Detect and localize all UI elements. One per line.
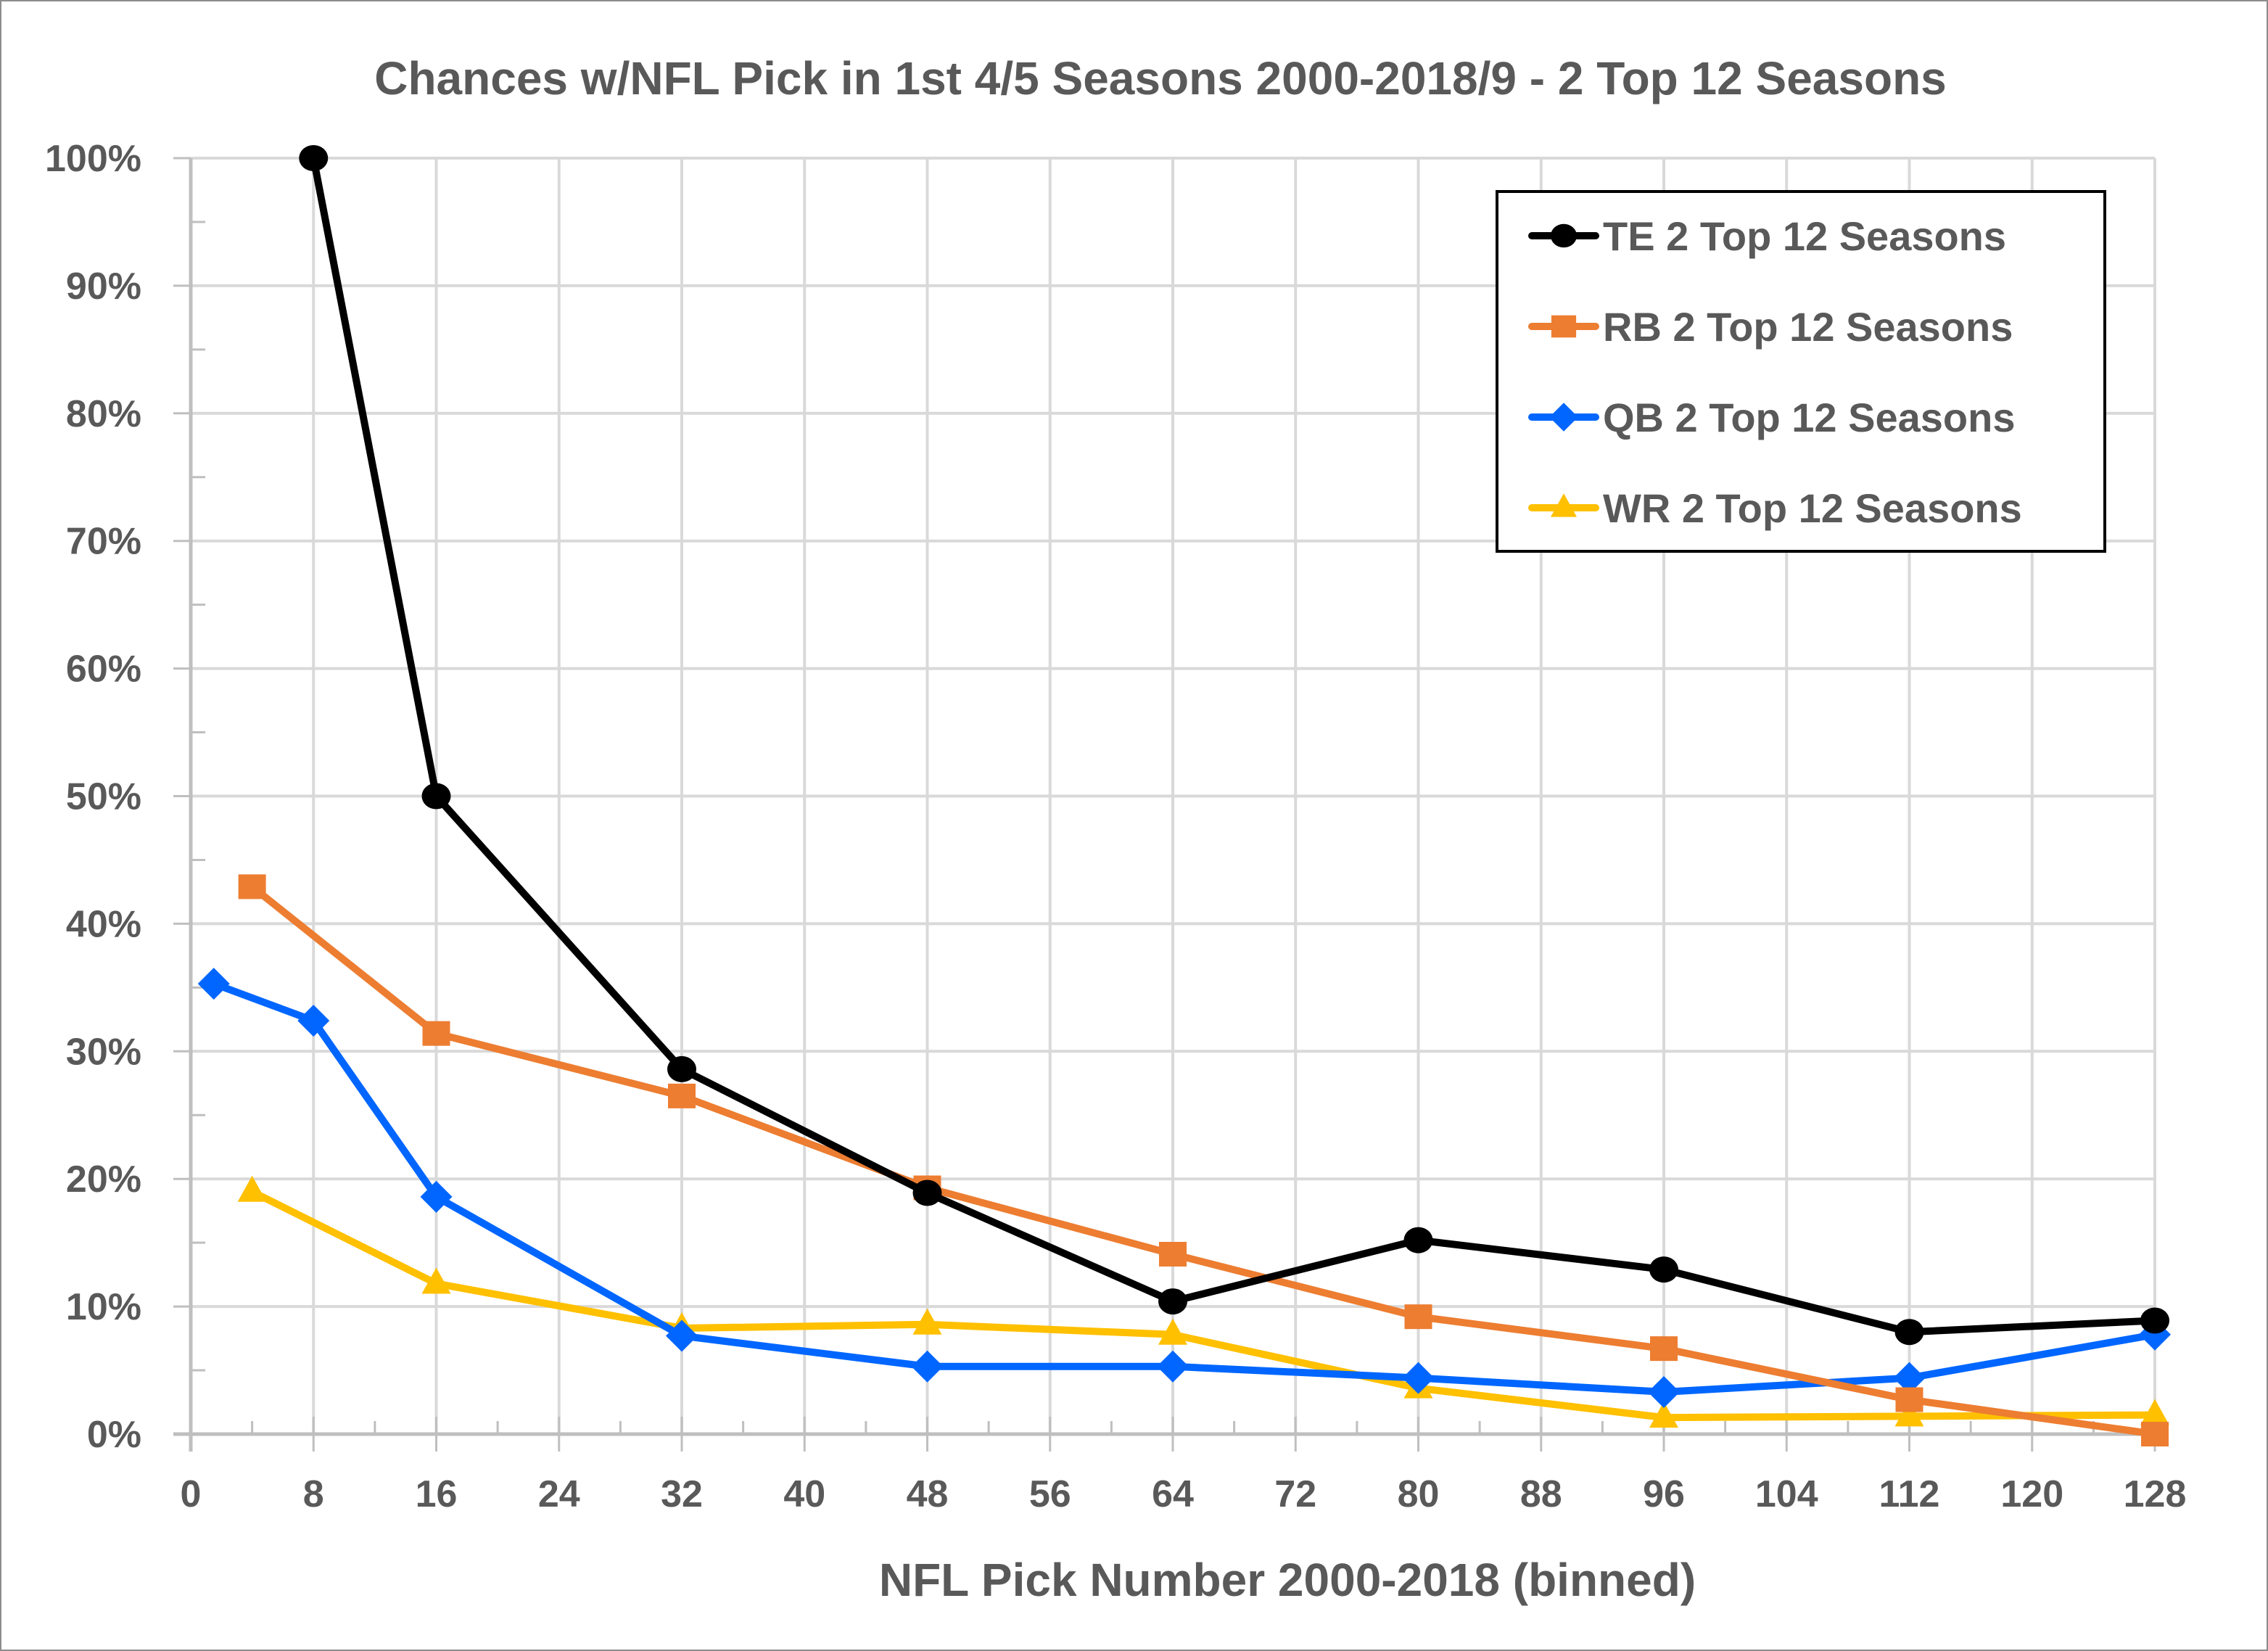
y-tick-label: 60% bbox=[66, 649, 141, 691]
series-rb bbox=[238, 874, 2169, 1446]
x-tick-label: 48 bbox=[907, 1473, 949, 1515]
x-tick-label: 112 bbox=[1879, 1473, 1940, 1515]
legend-label: TE 2 Top 12 Seasons bbox=[1603, 213, 2006, 259]
x-tick-label: 24 bbox=[538, 1473, 580, 1515]
data-point bbox=[421, 1267, 451, 1294]
data-point bbox=[420, 1180, 453, 1213]
legend-marker-diamond-icon bbox=[1549, 403, 1578, 432]
data-point bbox=[421, 783, 451, 810]
y-tick-label: 70% bbox=[66, 521, 141, 563]
y-tick-label: 30% bbox=[66, 1031, 141, 1073]
legend-entry: TE 2 Top 12 Seasons bbox=[1528, 213, 2006, 259]
y-tick-label: 0% bbox=[87, 1414, 141, 1456]
data-point bbox=[912, 1308, 942, 1335]
y-tick-label: 20% bbox=[66, 1158, 141, 1201]
x-tick-label: 8 bbox=[303, 1473, 324, 1515]
legend-marker-triangle-icon bbox=[1551, 493, 1577, 517]
data-point bbox=[666, 1319, 698, 1352]
data-point bbox=[667, 1055, 696, 1082]
legend-marker-circle-icon bbox=[1551, 223, 1577, 248]
x-tick-label: 96 bbox=[1643, 1473, 1685, 1515]
x-tick-label: 80 bbox=[1398, 1473, 1440, 1515]
y-tick-label: 50% bbox=[66, 776, 141, 818]
x-tick-label: 120 bbox=[2000, 1473, 2063, 1515]
x-tick-label: 0 bbox=[181, 1473, 202, 1515]
chart-title: Chances w/NFL Pick in 1st 4/5 Seasons 20… bbox=[374, 52, 1947, 104]
x-tick-label: 40 bbox=[783, 1473, 825, 1515]
data-point bbox=[1158, 1288, 1187, 1315]
x-tick-label: 128 bbox=[2124, 1473, 2187, 1515]
legend-label: QB 2 Top 12 Seasons bbox=[1603, 395, 2015, 440]
series-qb bbox=[197, 968, 2171, 1408]
data-point bbox=[297, 1005, 330, 1037]
x-axis-title: NFL Pick Number 2000-2018 (binned) bbox=[879, 1554, 1696, 1606]
legend-entry: RB 2 Top 12 Seasons bbox=[1528, 304, 2013, 350]
legend-label: RB 2 Top 12 Seasons bbox=[1603, 304, 2013, 350]
data-point bbox=[422, 1021, 450, 1046]
legend: TE 2 Top 12 Seasons RB 2 Top 12 Seasons QB… bbox=[1496, 190, 2106, 553]
data-point bbox=[1895, 1387, 1923, 1412]
data-point bbox=[1158, 1318, 1187, 1345]
data-point bbox=[1894, 1400, 1924, 1427]
y-tick-label: 10% bbox=[66, 1286, 141, 1328]
x-tick-label: 32 bbox=[661, 1473, 703, 1515]
data-point bbox=[1404, 1304, 1432, 1330]
x-tick-label: 88 bbox=[1520, 1473, 1562, 1515]
x-tick-label: 16 bbox=[416, 1473, 458, 1515]
data-point bbox=[1894, 1319, 1924, 1346]
data-point bbox=[1159, 1241, 1187, 1267]
data-point bbox=[299, 145, 329, 171]
data-point bbox=[1402, 1362, 1435, 1394]
y-tick-label: 100% bbox=[45, 138, 141, 180]
data-point bbox=[1649, 1256, 1678, 1283]
series-te bbox=[299, 145, 2169, 1346]
legend-entry: WR 2 Top 12 Seasons bbox=[1528, 485, 2022, 531]
x-tick-label: 104 bbox=[1755, 1473, 1818, 1515]
legend-marker-square-icon bbox=[1551, 315, 1577, 338]
data-point bbox=[1403, 1227, 1433, 1253]
data-point bbox=[1650, 1336, 1678, 1362]
data-point bbox=[2141, 1422, 2169, 1446]
data-point bbox=[668, 1083, 696, 1108]
x-tick-label: 56 bbox=[1029, 1473, 1071, 1515]
y-tick-label: 90% bbox=[66, 265, 141, 308]
y-tick-label: 40% bbox=[66, 903, 141, 945]
legend-box bbox=[1496, 190, 2106, 553]
data-point bbox=[2140, 1399, 2169, 1425]
data-point bbox=[1649, 1401, 1678, 1428]
data-point bbox=[911, 1350, 944, 1383]
data-point bbox=[1648, 1375, 1680, 1408]
x-tick-label: 64 bbox=[1152, 1473, 1194, 1515]
data-point bbox=[197, 968, 230, 1000]
series-layer bbox=[197, 145, 2171, 1446]
legend-entry: QB 2 Top 12 Seasons bbox=[1528, 395, 2015, 440]
data-point bbox=[1157, 1350, 1189, 1383]
y-tick-label: 80% bbox=[66, 393, 141, 435]
data-point bbox=[912, 1179, 942, 1206]
data-point bbox=[1893, 1362, 1926, 1394]
data-point bbox=[237, 1175, 267, 1202]
data-point bbox=[238, 874, 266, 899]
axes: 0% 10% 20% 30% 40% 50% 60% 70% 80% 90% 100% 0 8 16 24 3… bbox=[45, 138, 2186, 1515]
data-point bbox=[2140, 1307, 2169, 1334]
series-line bbox=[250, 884, 2156, 1438]
legend-label: WR 2 Top 12 Seasons bbox=[1603, 485, 2022, 531]
series-line bbox=[212, 980, 2156, 1396]
x-tick-label: 72 bbox=[1274, 1473, 1316, 1515]
